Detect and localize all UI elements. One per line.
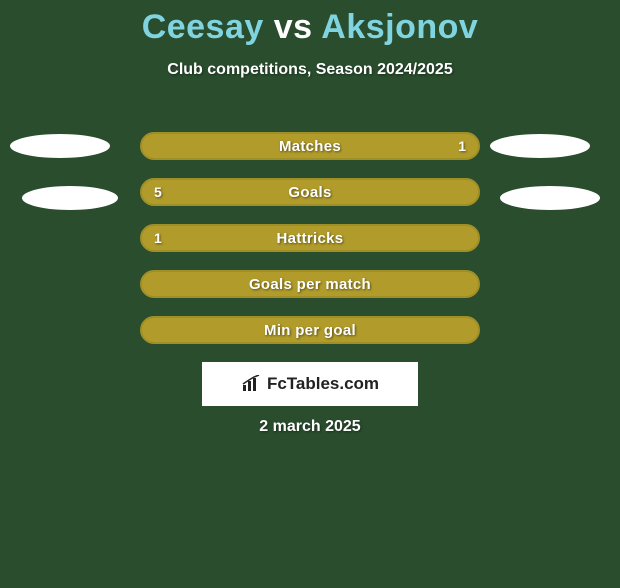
stat-value-right: 1: [458, 134, 466, 158]
player-ellipse: [500, 186, 600, 210]
stat-label: Hattricks: [142, 226, 478, 250]
stat-bar: Matches1: [140, 132, 480, 160]
logo: FcTables.com: [241, 374, 379, 394]
player-ellipse: [22, 186, 118, 210]
stat-value-left: 1: [154, 226, 162, 250]
player-ellipse: [490, 134, 590, 158]
stat-label: Goals: [142, 180, 478, 204]
stat-value-left: 5: [154, 180, 162, 204]
player2-name: Aksjonov: [321, 8, 478, 46]
date: 2 march 2025: [0, 418, 620, 436]
stat-label: Matches: [142, 134, 478, 158]
stat-label: Min per goal: [142, 318, 478, 342]
vs-text: vs: [274, 8, 313, 46]
stat-bar: Hattricks1: [140, 224, 480, 252]
stat-bar: Goals per match: [140, 270, 480, 298]
logo-text: FcTables.com: [267, 374, 379, 394]
player-ellipse: [10, 134, 110, 158]
comparison-title: Ceesay vs Aksjonov: [0, 8, 620, 47]
subtitle: Club competitions, Season 2024/2025: [0, 61, 620, 79]
stat-bar: Goals5: [140, 178, 480, 206]
stat-bars: Matches1Goals5Hattricks1Goals per matchM…: [140, 132, 480, 362]
chart-icon: [241, 375, 263, 393]
stat-label: Goals per match: [142, 272, 478, 296]
stat-bar: Min per goal: [140, 316, 480, 344]
player1-name: Ceesay: [142, 8, 264, 46]
logo-box: FcTables.com: [202, 362, 418, 406]
